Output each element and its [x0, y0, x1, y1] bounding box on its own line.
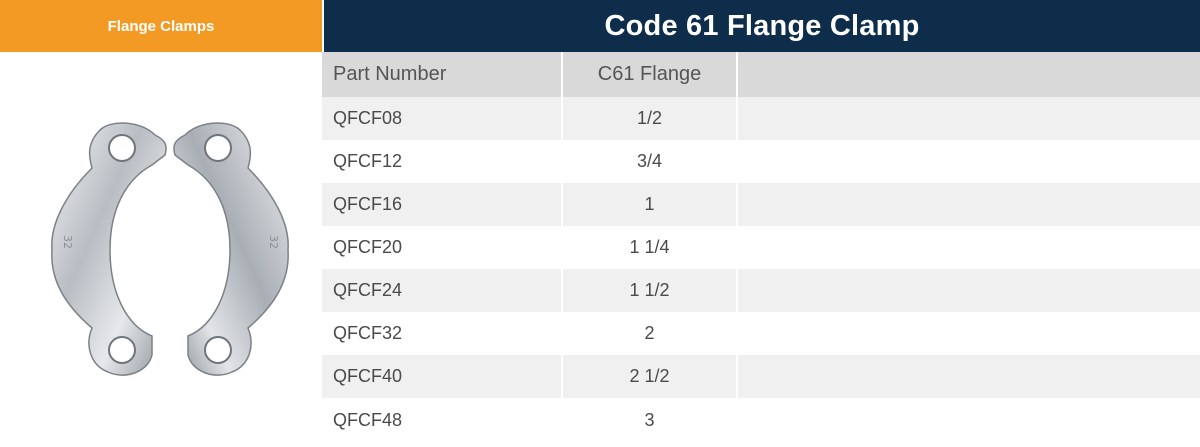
flange-size-cell: 2	[561, 312, 737, 355]
empty-cell	[736, 140, 1200, 183]
part-number-cell: QFCF20	[322, 226, 562, 269]
table-row: QFCF32 2	[322, 312, 1200, 355]
table-row: QFCF16 1	[322, 183, 1200, 226]
part-number-cell: QFCF32	[322, 312, 562, 355]
clamp-marking-left: 32	[61, 235, 74, 249]
clamp-marking-right: 32	[267, 235, 280, 249]
table-row: QFCF20 1 1/4	[322, 226, 1200, 269]
empty-cell	[736, 183, 1200, 226]
table-row: QFCF24 1 1/2	[322, 269, 1200, 312]
flange-size-cell: 1	[561, 183, 737, 226]
category-tab[interactable]: Flange Clamps	[0, 0, 322, 52]
empty-cell	[736, 355, 1200, 398]
right-column: Code 61 Flange Clamp Part Number C61 Fla…	[322, 0, 1200, 447]
part-number-cell: QFCF48	[322, 398, 562, 442]
part-number-cell: QFCF40	[322, 355, 562, 398]
flange-size-cell: 1/2	[561, 97, 737, 140]
category-tab-label: Flange Clamps	[107, 17, 215, 35]
header-part-number: Part Number	[322, 52, 562, 97]
empty-cell	[736, 269, 1200, 312]
header-empty	[736, 52, 1200, 97]
flange-size-cell: 1 1/4	[561, 226, 737, 269]
table-row: QFCF08 1/2	[322, 97, 1200, 140]
page-title: Code 61 Flange Clamp	[604, 9, 920, 42]
empty-cell	[736, 398, 1200, 442]
clamp-left-half: 32	[51, 122, 167, 376]
empty-cell	[736, 312, 1200, 355]
empty-cell	[736, 97, 1200, 140]
flange-size-cell: 2 1/2	[561, 355, 737, 398]
flange-size-cell: 3	[561, 398, 737, 442]
table-row: QFCF40 2 1/2	[322, 355, 1200, 398]
part-number-cell: QFCF08	[322, 97, 562, 140]
title-bar: Code 61 Flange Clamp	[322, 0, 1200, 52]
parts-table: Part Number C61 Flange QFCF08 1/2 QFCF12…	[322, 52, 1200, 442]
flange-size-cell: 1 1/2	[561, 269, 737, 312]
flange-clamp-image: 32 32	[51, 122, 289, 376]
part-number-cell: QFCF16	[322, 183, 562, 226]
table-row: QFCF48 3	[322, 398, 1200, 442]
table-header-row: Part Number C61 Flange	[322, 52, 1200, 97]
clamp-right-half: 32	[173, 122, 289, 376]
table-row: QFCF12 3/4	[322, 140, 1200, 183]
flange-size-cell: 3/4	[561, 140, 737, 183]
left-column: Flange Clamps 32	[0, 0, 322, 447]
empty-cell	[736, 226, 1200, 269]
part-number-cell: QFCF24	[322, 269, 562, 312]
header-c61-flange: C61 Flange	[561, 52, 737, 97]
part-number-cell: QFCF12	[322, 140, 562, 183]
